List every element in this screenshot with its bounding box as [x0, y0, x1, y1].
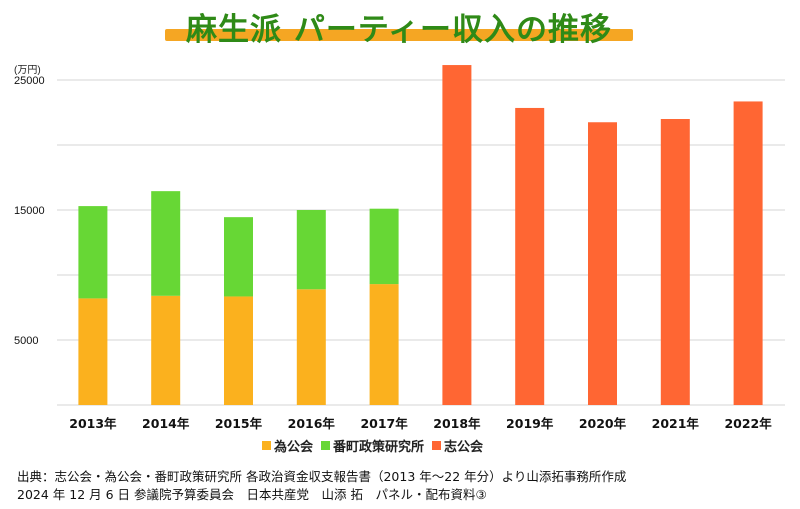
y-tick-label: 25000 — [14, 75, 45, 87]
legend-item-bancho: 番町政策研究所 — [321, 436, 424, 455]
legend-swatch-shikoukai — [432, 441, 442, 450]
y-axis-ticks: 5000 15000 25000 — [14, 75, 45, 347]
title-highlight-bar — [165, 29, 633, 41]
x-tick-label: 2021年 — [652, 416, 700, 430]
bar-segment-2022年-志公会 — [733, 101, 763, 405]
x-tick-label: 2018年 — [433, 416, 481, 430]
source-footer: 出典：志公会・為公会・番町政策研究所 各政治資金収支報告書（2013 年～22 … — [17, 468, 626, 504]
legend-label-ikoukai: 為公会 — [274, 440, 314, 455]
legend-swatch-bancho — [321, 441, 331, 450]
presentation-line: 2024 年 12 月 6 日 参議院予算委員会 日本共産党 山添 拓 パネル・… — [17, 487, 487, 502]
x-tick-label: 2017年 — [360, 416, 408, 430]
y-axis-unit-label: (万円) — [14, 65, 41, 76]
legend-label-bancho: 番町政策研究所 — [333, 440, 425, 455]
legend-item-shikoukai: 志公会 — [432, 436, 483, 455]
legend: 為公会 番町政策研究所 志公会 — [262, 436, 483, 455]
chart-title-text: 麻生派 パーティー収入の推移 — [186, 12, 612, 48]
bar-segment-2015年-番町政策研究所 — [224, 217, 253, 297]
legend-item-ikoukai: 為公会 — [262, 436, 313, 455]
bars — [78, 65, 763, 406]
y-tick-label: 15000 — [14, 205, 45, 217]
x-tick-label: 2020年 — [579, 416, 627, 430]
bar-segment-2017年-為公会 — [369, 284, 399, 405]
x-tick-label: 2019年 — [506, 416, 554, 430]
bar-segment-2013年-番町政策研究所 — [78, 206, 108, 299]
bar-segment-2016年-番町政策研究所 — [296, 210, 326, 290]
bar-segment-2015年-為公会 — [224, 296, 253, 405]
legend-swatch-ikoukai — [262, 441, 271, 450]
x-tick-label: 2013年 — [69, 416, 117, 430]
x-tick-label: 2014年 — [142, 416, 190, 430]
bar-segment-2021年-志公会 — [660, 119, 690, 405]
x-axis-labels: 2013年 2014年 2015年 2016年 2017年 2018年 2019年 2020年… — [69, 416, 772, 430]
y-tick-label: 5000 — [14, 335, 38, 347]
bar-segment-2018年-志公会 — [442, 65, 472, 406]
bar-segment-2016年-為公会 — [296, 289, 326, 405]
bar-segment-2014年-番町政策研究所 — [151, 191, 181, 296]
bar-segment-2013年-為公会 — [78, 298, 108, 405]
bar-chart: 5000 15000 25000 2013年 2014年 2015年 2016年 2017年… — [14, 65, 785, 430]
bar-segment-2019年-志公会 — [515, 107, 545, 405]
bar-segment-2017年-番町政策研究所 — [369, 208, 399, 285]
legend-label-shikoukai: 志公会 — [444, 440, 484, 455]
source-line: 出典：志公会・為公会・番町政策研究所 各政治資金収支報告書（2013 年～22 … — [17, 469, 627, 484]
chart-title: 麻生派 パーティー収入の推移 — [165, 4, 633, 48]
bar-segment-2014年-為公会 — [151, 295, 181, 405]
x-tick-label: 2015年 — [215, 416, 263, 430]
bar-segment-2020年-志公会 — [588, 122, 617, 405]
x-tick-label: 2016年 — [288, 416, 336, 430]
x-tick-label: 2022年 — [724, 416, 772, 430]
